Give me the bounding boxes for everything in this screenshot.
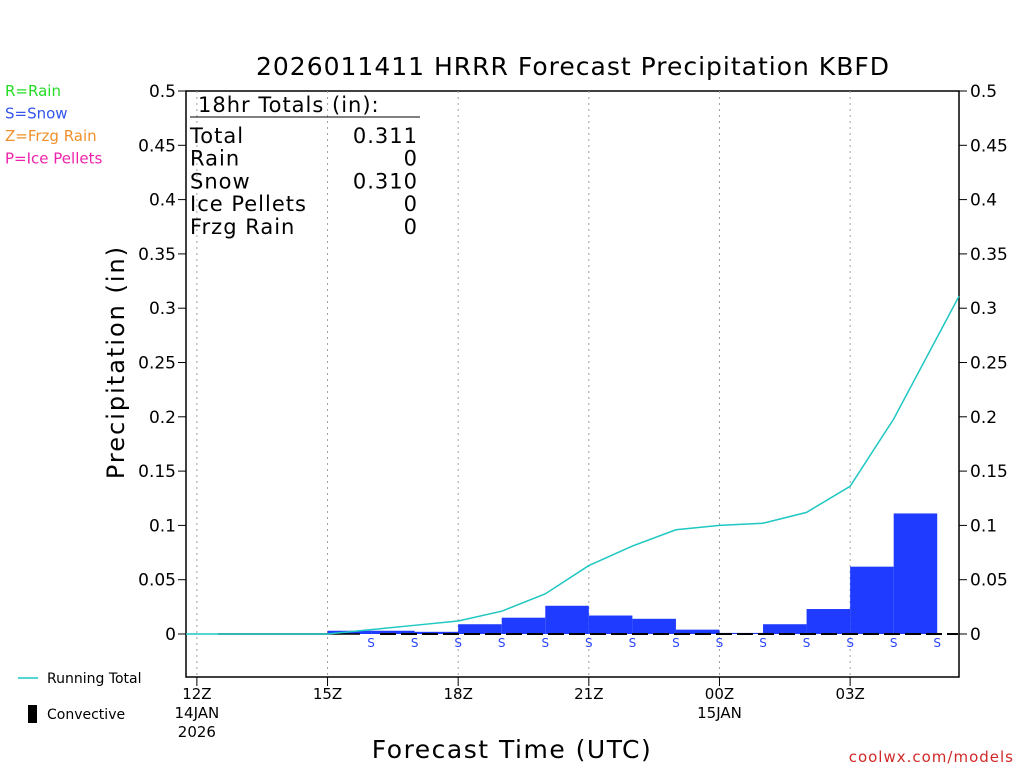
hourly-precip-bar bbox=[501, 617, 546, 634]
totals-box: 18hr Totals (in): Total 0.311 Rain 0 Snow 0.3… bbox=[189, 93, 420, 239]
convective-legend-label: Convective bbox=[47, 707, 125, 723]
y-tick-label-right: 0.3 bbox=[970, 299, 997, 319]
y-tick-label-right: 0.1 bbox=[970, 516, 997, 536]
y-tick-label-right: 0 bbox=[970, 625, 981, 645]
y-tick-label-left: 0.2 bbox=[149, 408, 176, 428]
convective-legend-swatch bbox=[28, 705, 37, 723]
snow-type-marker: S bbox=[933, 636, 941, 650]
totals-row-value: 0.310 bbox=[353, 169, 418, 193]
snow-type-marker: S bbox=[672, 636, 680, 650]
snow-type-marker: S bbox=[629, 636, 637, 650]
totals-row-label: Ice Pellets bbox=[190, 192, 307, 216]
x-tick-label: 03Z bbox=[835, 685, 864, 703]
snow-type-marker: S bbox=[367, 636, 375, 650]
credit-text: coolwx.com/models bbox=[849, 748, 1014, 766]
running-total-series bbox=[186, 295, 960, 635]
y-tick-label-left: 0.15 bbox=[138, 462, 176, 482]
snow-type-marker: S bbox=[585, 636, 593, 650]
hourly-precip-bar bbox=[850, 566, 894, 634]
type-legend-entry: R=Rain bbox=[5, 82, 61, 100]
snow-type-marker: S bbox=[846, 636, 854, 650]
totals-row-value: 0 bbox=[404, 192, 418, 216]
series-legend: Running Total Convective bbox=[18, 671, 142, 723]
hourly-precip-bar bbox=[763, 624, 807, 634]
totals-row-value: 0 bbox=[404, 147, 418, 171]
y-tick-label-right: 0.25 bbox=[970, 354, 1008, 374]
hourly-precip-bar bbox=[414, 631, 459, 634]
y-tick-label-left: 0.1 bbox=[149, 516, 176, 536]
snow-type-marker: S bbox=[803, 636, 811, 650]
y-tick-label-right: 0.15 bbox=[970, 462, 1008, 482]
snow-type-marker: S bbox=[759, 636, 767, 650]
y-tick-label-left: 0.25 bbox=[138, 354, 176, 374]
chart-title: 2026011411 HRRR Forecast Precipitation K… bbox=[256, 52, 890, 81]
hourly-precip-bar bbox=[371, 630, 415, 634]
y-tick-label-left: 0.35 bbox=[138, 245, 176, 265]
type-legend-entry: Z=Frzg Rain bbox=[5, 127, 97, 145]
x-tick-label: 14JAN bbox=[175, 704, 220, 722]
running-total-line bbox=[186, 295, 960, 635]
y-tick-label-right: 0.4 bbox=[970, 191, 997, 211]
x-tick-label: 12Z bbox=[182, 685, 211, 703]
bar-series bbox=[327, 513, 938, 634]
snow-type-marker: S bbox=[454, 636, 462, 650]
plot-frame bbox=[185, 90, 960, 678]
x-tick-label: 00Z bbox=[705, 685, 734, 703]
x-tick-label: 2026 bbox=[178, 723, 216, 741]
y-tick-label-left: 0.45 bbox=[138, 136, 176, 156]
totals-row-label: Frzg Rain bbox=[190, 215, 295, 239]
snow-type-marker: S bbox=[890, 636, 898, 650]
hourly-precip-bar bbox=[545, 605, 589, 634]
gridlines bbox=[196, 91, 851, 677]
x-tick-label: 21Z bbox=[574, 685, 603, 703]
x-tick-label: 15Z bbox=[313, 685, 342, 703]
running-total-legend-label: Running Total bbox=[47, 671, 142, 687]
totals-row-label: Total bbox=[189, 124, 244, 148]
totals-row-label: Snow bbox=[190, 169, 251, 193]
snow-type-marker: S bbox=[716, 636, 724, 650]
y-tick-label-left: 0.3 bbox=[149, 299, 176, 319]
totals-row-value: 0 bbox=[404, 215, 418, 239]
y-tick-label-right: 0.05 bbox=[970, 571, 1008, 591]
y-tick-label-right: 0.2 bbox=[970, 408, 997, 428]
y-tick-label-left: 0 bbox=[165, 625, 176, 645]
snow-type-marker: S bbox=[498, 636, 506, 650]
x-axis-label: Forecast Time (UTC) bbox=[372, 735, 652, 764]
snow-type-marker: S bbox=[541, 636, 549, 650]
y-tick-label-left: 0.05 bbox=[138, 571, 176, 591]
totals-title: 18hr Totals (in): bbox=[198, 93, 380, 117]
y-tick-label-left: 0.5 bbox=[149, 82, 176, 102]
totals-row-value: 0.311 bbox=[353, 124, 418, 148]
y-tick-label-left: 0.4 bbox=[149, 191, 176, 211]
hourly-precip-bar bbox=[458, 624, 502, 634]
x-tick-label: 15JAN bbox=[697, 704, 742, 722]
hourly-precip-bar bbox=[588, 615, 633, 634]
hourly-precip-bar bbox=[806, 609, 851, 634]
hourly-precip-bar bbox=[632, 618, 676, 634]
hourly-precip-bar bbox=[893, 513, 938, 634]
totals-row-label: Rain bbox=[190, 147, 240, 171]
hourly-precip-bar bbox=[675, 629, 720, 634]
y-axis-ticks: 0 00.05 0.050.1 0.10.15 0.150.2 0.20.25 0.250.… bbox=[138, 82, 1008, 645]
type-legend-entry: P=Ice Pellets bbox=[5, 150, 102, 168]
y-tick-label-right: 0.5 bbox=[970, 82, 997, 102]
totals-rows: Total 0.311 Rain 0 Snow 0.310 Ice Pellets 0 Frzg… bbox=[189, 124, 418, 239]
snow-type-marker: S bbox=[411, 636, 419, 650]
x-tick-label: 18Z bbox=[443, 685, 472, 703]
y-axis-label: Precipitation (in) bbox=[102, 245, 130, 479]
precip-type-legend: R=Rain S=Snow Z=Frzg Rain P=Ice Pellets bbox=[5, 82, 102, 168]
y-tick-label-right: 0.45 bbox=[970, 136, 1008, 156]
type-legend-entry: S=Snow bbox=[5, 105, 68, 123]
y-tick-label-right: 0.35 bbox=[970, 245, 1008, 265]
